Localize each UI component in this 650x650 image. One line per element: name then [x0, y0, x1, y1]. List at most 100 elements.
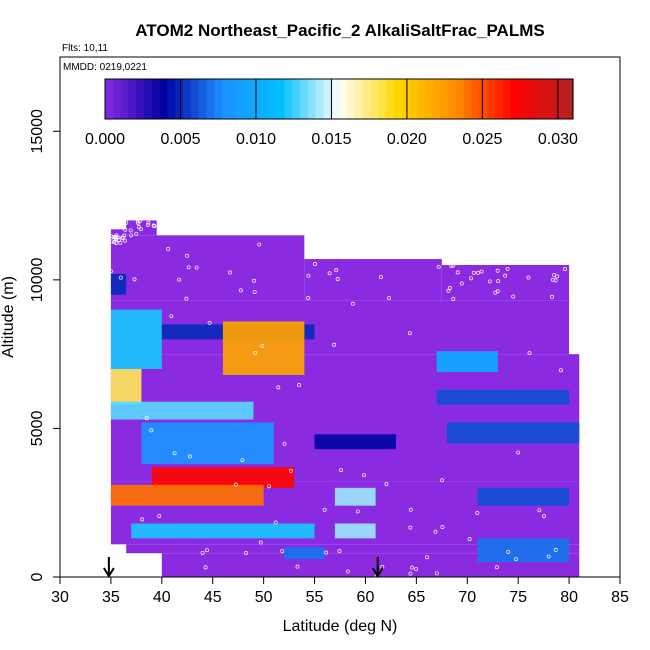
sample-point — [537, 508, 542, 513]
colorbar: 0.000 0.005 0.010 0.015 0.020 0.025 0.030 — [85, 78, 578, 148]
value-band — [110, 484, 264, 506]
colorbar-cell — [362, 79, 371, 119]
colorbar-cell — [432, 79, 441, 119]
x-axis: 30 35 40 45 50 55 60 65 70 75 80 85 — [51, 577, 629, 606]
colorbar-cell — [167, 79, 176, 119]
sample-point — [253, 351, 258, 355]
colorbar-cell — [385, 79, 395, 119]
colorbar-tick-label: 0.020 — [387, 131, 427, 148]
sample-point — [118, 275, 123, 280]
sample-point — [505, 266, 510, 271]
sample-point — [306, 296, 311, 301]
sample-point — [350, 301, 355, 306]
sample-point — [334, 268, 339, 273]
sample-point — [114, 241, 119, 245]
sample-point — [297, 382, 302, 387]
sample-point — [506, 549, 511, 554]
sample-point — [146, 220, 151, 225]
sample-point — [135, 219, 140, 224]
colorbar-cell — [448, 79, 457, 119]
sample-point — [129, 233, 134, 238]
sample-point — [552, 272, 557, 277]
flight-marker-head — [371, 567, 384, 578]
sample-point — [123, 238, 128, 243]
sample-point — [203, 565, 208, 570]
sample-point — [514, 557, 518, 562]
sample-point — [378, 275, 383, 280]
colorbar-frame — [104, 78, 574, 120]
sample-point — [451, 297, 456, 301]
sample-point — [434, 571, 439, 576]
sample-point — [493, 290, 498, 295]
colorbar-cell — [518, 79, 527, 119]
sample-point — [140, 517, 145, 522]
x-tick-label: 60 — [357, 589, 375, 606]
sample-point — [138, 227, 143, 232]
sample-point — [152, 224, 157, 229]
plot-area — [108, 219, 580, 577]
feature-layer — [110, 273, 580, 563]
sample-point — [471, 270, 476, 275]
colorbar-cell — [565, 79, 574, 119]
sample-point — [288, 468, 293, 473]
sample-point — [109, 234, 114, 239]
sample-point — [238, 288, 243, 293]
colorbar-cell — [331, 79, 340, 119]
x-tick-label: 75 — [509, 589, 527, 606]
sample-point — [110, 239, 114, 244]
sample-point — [132, 277, 137, 282]
y-tick-label: 0 — [29, 572, 46, 581]
colorbar-cell — [261, 79, 270, 119]
sample-point — [440, 478, 445, 483]
sample-point — [495, 268, 500, 273]
colorbar-cell — [206, 79, 215, 119]
sample-point — [205, 548, 209, 553]
sample-point — [185, 253, 189, 258]
colorbar-cell — [370, 79, 379, 119]
sample-point — [123, 227, 128, 232]
colorbar-cell — [354, 79, 363, 119]
colorbar-cell — [284, 79, 293, 119]
x-tick-label: 45 — [204, 589, 222, 606]
sample-point — [233, 482, 238, 487]
colorbar-cell — [510, 79, 519, 119]
sample-point — [436, 264, 441, 269]
colorbar-cell — [268, 79, 278, 119]
sample-point — [408, 525, 413, 530]
sample-point — [339, 468, 343, 472]
sample-point — [258, 540, 263, 545]
sample-point — [553, 547, 558, 552]
x-tick-label: 80 — [560, 589, 578, 606]
sample-point — [184, 296, 189, 301]
sample-point — [169, 314, 174, 319]
sample-point — [166, 247, 171, 251]
flight-markers — [103, 557, 384, 578]
colorbar-cell — [502, 79, 512, 119]
sample-point — [144, 416, 149, 421]
colorbar-tick-label: 0.005 — [160, 131, 200, 148]
colorbar-cell — [190, 79, 200, 119]
colorbar-cell — [526, 79, 535, 119]
sample-point — [335, 276, 340, 281]
sample-point — [503, 273, 508, 278]
colorbar-cell — [440, 79, 449, 119]
sample-point — [324, 550, 329, 555]
colorbar-cell — [401, 79, 410, 119]
sample-point — [459, 281, 464, 286]
colorbar-tick-label: 0.025 — [462, 131, 502, 148]
y-tick-label: 10000 — [29, 258, 46, 303]
sample-points-layer — [108, 219, 567, 577]
colorbar-cell — [112, 79, 122, 119]
sample-point — [469, 276, 474, 281]
plot-frame — [59, 56, 621, 578]
colorbar-tick-label: 0.030 — [538, 131, 578, 148]
sample-point — [116, 235, 121, 240]
colorbar-tick-label: 0.010 — [236, 131, 276, 148]
sample-point — [496, 279, 501, 284]
colorbar-cell — [175, 79, 184, 119]
colorbar-cell — [276, 79, 285, 119]
colorbar-cell — [487, 79, 496, 119]
colorbar-cell — [198, 79, 207, 119]
sample-point — [151, 223, 156, 228]
